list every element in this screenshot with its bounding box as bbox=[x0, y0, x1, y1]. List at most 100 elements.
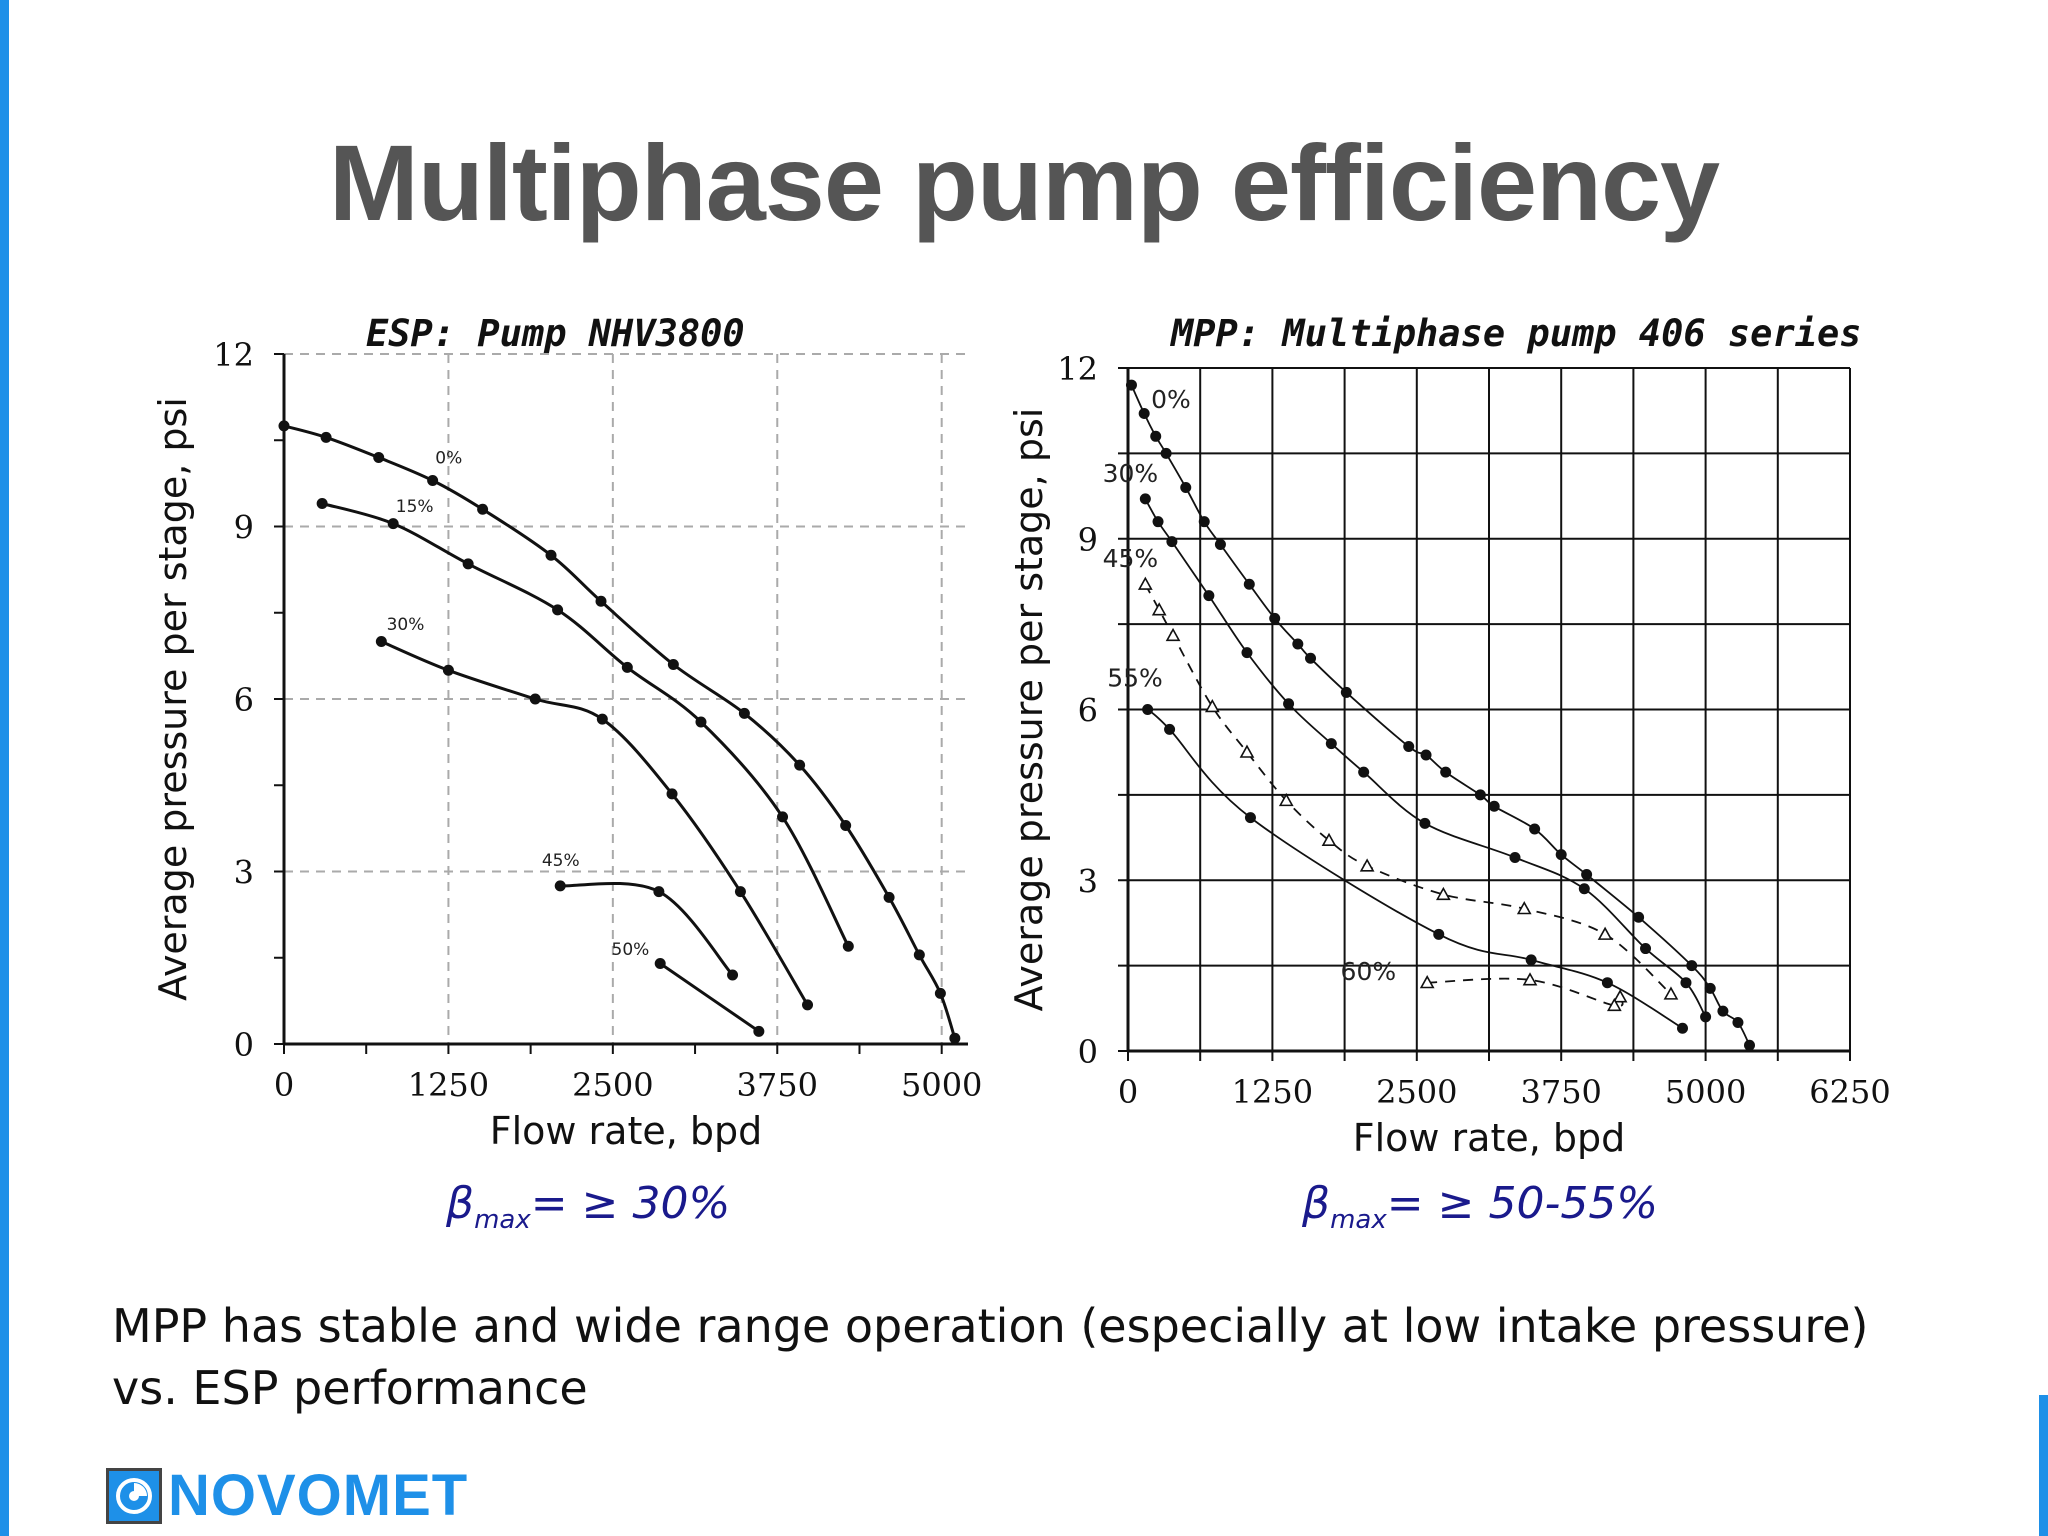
data-point bbox=[1420, 749, 1432, 761]
data-point bbox=[777, 811, 789, 823]
series-label: 45% bbox=[542, 851, 580, 871]
series-line-15pct bbox=[321, 502, 850, 947]
data-point-triangle bbox=[1239, 744, 1255, 758]
beta-subscript: max bbox=[474, 1205, 531, 1235]
data-point bbox=[654, 958, 666, 969]
data-point bbox=[1704, 982, 1716, 994]
series-line-55pct bbox=[1147, 708, 1683, 1029]
data-point bbox=[1203, 590, 1215, 602]
x-tick-label: 3750 bbox=[1520, 1073, 1601, 1111]
data-point bbox=[596, 713, 608, 725]
data-point bbox=[1578, 883, 1590, 895]
novomet-logo-icon bbox=[106, 1467, 162, 1524]
x-tick-label: 1250 bbox=[408, 1066, 489, 1104]
data-point bbox=[1433, 928, 1445, 940]
data-point bbox=[1680, 977, 1692, 989]
data-point bbox=[375, 636, 387, 647]
data-point bbox=[1743, 1039, 1755, 1051]
y-tick-label: 3 bbox=[234, 854, 254, 892]
series-line-60pct bbox=[1427, 977, 1624, 1007]
x-tick-label: 1250 bbox=[1232, 1073, 1313, 1111]
x-tick-label: 3750 bbox=[737, 1066, 818, 1104]
data-point bbox=[653, 886, 665, 898]
data-point bbox=[1198, 516, 1210, 528]
data-point bbox=[373, 452, 385, 463]
data-point bbox=[883, 891, 895, 903]
series-label: 0% bbox=[1151, 385, 1191, 414]
data-point bbox=[794, 759, 806, 771]
data-point-triangle bbox=[1359, 858, 1375, 872]
conclusion-text: MPP has stable and wide range operation … bbox=[112, 1299, 1869, 1415]
series-line-30pct bbox=[1144, 498, 1707, 1018]
x-tick-label: 0 bbox=[1118, 1073, 1138, 1111]
x-tick-label: 2500 bbox=[572, 1066, 653, 1104]
data-point bbox=[320, 431, 332, 443]
data-point bbox=[913, 949, 925, 961]
data-point bbox=[1440, 766, 1452, 778]
right-accent-bar bbox=[2039, 1395, 2048, 1536]
data-point bbox=[1640, 943, 1652, 955]
data-point bbox=[842, 940, 854, 952]
x-tick-label: 6250 bbox=[1809, 1073, 1890, 1111]
data-point bbox=[934, 987, 946, 999]
data-point bbox=[442, 664, 454, 676]
data-point-triangle bbox=[1165, 627, 1181, 642]
data-point bbox=[1633, 911, 1645, 923]
data-point bbox=[1358, 766, 1370, 778]
data-point bbox=[1142, 704, 1154, 715]
beta-max-esp: βmax= ≥ 30% bbox=[446, 1178, 730, 1235]
data-point bbox=[545, 549, 557, 561]
data-point bbox=[621, 661, 633, 673]
series-line-45pct bbox=[560, 881, 734, 976]
data-point bbox=[1474, 789, 1486, 801]
data-point bbox=[1419, 817, 1431, 829]
mpp-chart-title: MPP: Multiphase pump 406 series bbox=[1171, 312, 1862, 355]
x-tick-label: 0 bbox=[274, 1066, 294, 1104]
data-point bbox=[1164, 723, 1176, 735]
data-point bbox=[802, 999, 814, 1011]
data-point bbox=[949, 1032, 961, 1044]
charts-canvas: 0 1250 2500 3750 5000 0 3 6 9 12 Flow rate, bpd Ave… bbox=[151, 336, 1891, 1160]
data-point bbox=[1241, 647, 1253, 659]
x-tick-label: 5000 bbox=[901, 1066, 982, 1104]
data-point-triangle bbox=[1612, 989, 1628, 1003]
data-point bbox=[840, 820, 852, 831]
data-point-triangle bbox=[1516, 901, 1532, 915]
data-point bbox=[667, 659, 679, 670]
series-line-30pct bbox=[380, 640, 809, 1006]
data-point bbox=[1166, 536, 1178, 548]
data-point-triangle bbox=[1663, 986, 1679, 1000]
data-point-triangle bbox=[1321, 832, 1337, 847]
data-point bbox=[1525, 954, 1537, 966]
y-tick-label: 9 bbox=[1078, 521, 1098, 559]
series-label: 45% bbox=[1103, 544, 1159, 573]
series-label: 55% bbox=[1107, 664, 1163, 693]
data-point bbox=[595, 595, 607, 607]
y-tick-label: 9 bbox=[234, 509, 254, 547]
series-label: 30% bbox=[1103, 459, 1159, 488]
data-point bbox=[529, 693, 541, 705]
data-point-triangle bbox=[1436, 886, 1451, 901]
data-point-triangle bbox=[1137, 576, 1153, 590]
data-point bbox=[1160, 447, 1172, 459]
y-tick-label: 6 bbox=[234, 681, 254, 719]
data-point bbox=[554, 880, 566, 892]
data-point bbox=[1243, 578, 1255, 590]
mpp-pump-chart: 0 1250 2500 3750 5000 6250 0 3 6 9 12 Flow rate, bp… bbox=[1007, 350, 1891, 1160]
y-tick-label: 3 bbox=[1078, 862, 1098, 900]
data-point-triangle bbox=[1278, 792, 1294, 807]
data-point bbox=[1581, 869, 1593, 881]
data-point bbox=[1152, 516, 1164, 528]
data-point bbox=[727, 969, 739, 981]
novomet-logo[interactable]: NOVOMET bbox=[106, 1462, 468, 1529]
data-point bbox=[477, 503, 489, 515]
data-point bbox=[1555, 849, 1567, 861]
y-tick-label: 0 bbox=[1078, 1033, 1098, 1071]
data-point-triangle bbox=[1204, 699, 1220, 713]
data-point bbox=[1180, 482, 1192, 494]
series-label: 30% bbox=[387, 615, 425, 635]
data-point bbox=[666, 788, 678, 800]
data-point bbox=[552, 604, 564, 616]
left-accent-bar bbox=[0, 0, 9, 1536]
data-point bbox=[387, 518, 399, 530]
